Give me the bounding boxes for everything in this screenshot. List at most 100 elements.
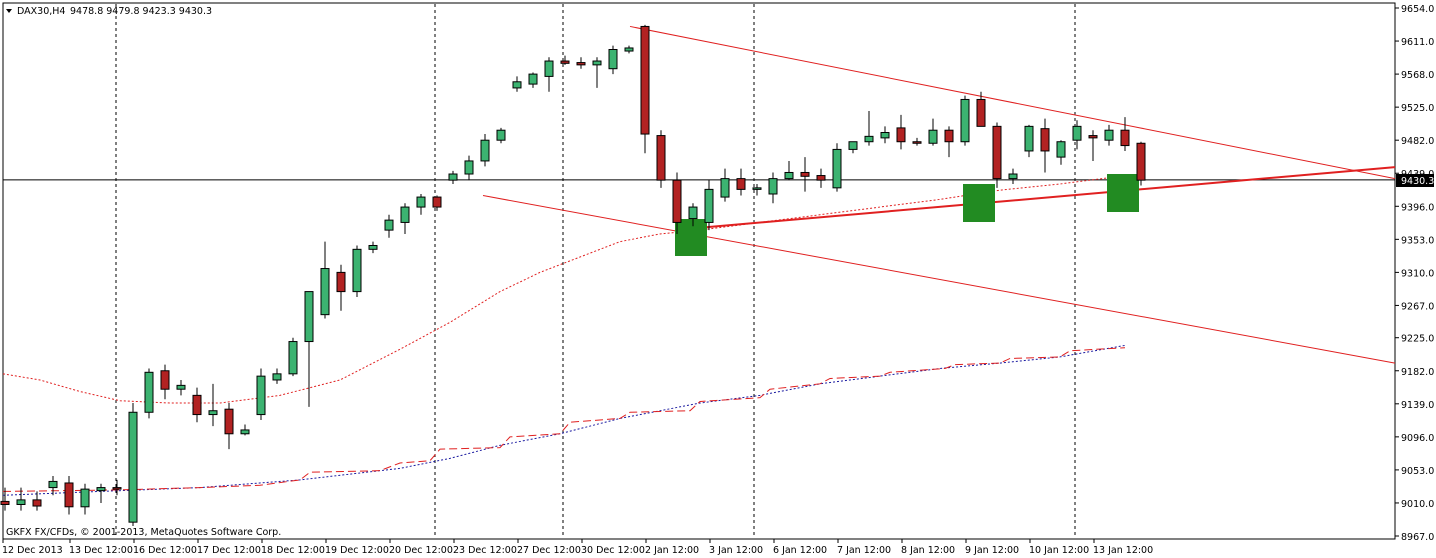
x-tick-label: 13 Dec 12:00 (69, 545, 133, 556)
candle-body (688, 206, 698, 220)
y-tick-label: 9053.0 (1401, 466, 1434, 477)
candle-body (1008, 173, 1018, 180)
candle (416, 193, 426, 215)
candle (624, 45, 634, 54)
copyright-text: GKFX FX/CFDs, © 2001-2013, MetaQuotes So… (6, 527, 281, 538)
candle-body (112, 487, 122, 490)
x-tick-label: 3 Jan 12:00 (709, 545, 763, 556)
x-tick-label: 30 Dec 12:00 (581, 545, 645, 556)
candle-body (912, 141, 922, 144)
candle (864, 110, 874, 146)
candle (464, 155, 474, 181)
support-trendline (699, 166, 1396, 229)
highlight-box (675, 219, 707, 256)
y-tick-label: 8967.0 (1401, 532, 1434, 543)
candle-body (1120, 129, 1130, 147)
candle-body (640, 25, 650, 135)
candle (192, 387, 202, 423)
candle (368, 241, 378, 254)
candle (448, 170, 458, 184)
candle-body (560, 60, 570, 64)
candle (80, 483, 90, 515)
x-tick-label: 6 Jan 12:00 (773, 545, 827, 556)
y-tick-label: 9396.0 (1401, 202, 1434, 213)
candle-body (160, 370, 170, 390)
candle-body (944, 129, 954, 143)
candle-body (992, 125, 1002, 180)
candle-body (432, 196, 442, 208)
candle (848, 141, 858, 154)
y-tick-label: 9353.0 (1401, 235, 1434, 246)
candle (672, 172, 682, 234)
x-axis: 12 Dec 2013 13 Dec 12:00 16 Dec 12:00 17 De… (2, 539, 1153, 556)
candle (944, 126, 954, 158)
candle-body (352, 248, 362, 293)
candle (0, 487, 10, 511)
candle-body (496, 129, 506, 141)
candle (16, 487, 26, 511)
candle (528, 72, 538, 88)
candle-body (320, 268, 330, 316)
symbol-label: DAX30,H4 (17, 6, 65, 17)
y-tick-label: 9310.0 (1401, 268, 1434, 279)
candle (1008, 168, 1018, 184)
candle (352, 245, 362, 297)
candle (720, 168, 730, 202)
y-tick-label: 9182.0 (1401, 367, 1434, 378)
y-tick-label: 9482.0 (1401, 136, 1434, 147)
y-tick-label: 9525.0 (1401, 103, 1434, 114)
candle-body (880, 132, 890, 139)
candle-body (192, 394, 202, 416)
candle (832, 143, 842, 192)
candle (912, 137, 922, 146)
candle-body (272, 373, 282, 381)
candle (1040, 118, 1050, 173)
x-tick-label: 19 Dec 12:00 (325, 545, 389, 556)
highlight-box (1107, 174, 1139, 212)
plot-frame (2, 2, 1396, 540)
candle (784, 160, 794, 181)
candle (816, 168, 826, 188)
candle (288, 337, 298, 377)
candle-body (464, 160, 474, 175)
x-tick-label: 16 Dec 12:00 (133, 545, 197, 556)
trendlines (482, 25, 1396, 364)
candle-body (928, 129, 938, 144)
x-tick-label: 27 Dec 12:00 (517, 545, 581, 556)
current-price-label: 9430.3 (1401, 176, 1434, 187)
candle (880, 126, 890, 144)
y-tick-label: 9010.0 (1401, 499, 1434, 510)
candle (960, 95, 970, 146)
current-price-marker: 9430.3 (1396, 174, 1434, 187)
candle-body (32, 499, 42, 507)
candle-body (512, 81, 522, 89)
candle (272, 368, 282, 384)
candle (208, 383, 218, 427)
x-tick-label: 9 Jan 12:00 (965, 545, 1019, 556)
candle (480, 134, 490, 167)
candle-body (336, 271, 346, 293)
candle (96, 483, 106, 503)
highlight-boxes (675, 174, 1139, 256)
candle (240, 424, 250, 436)
ma-blue-line (2, 344, 1126, 496)
vertical-gridlines (115, 4, 1076, 538)
candle-body (64, 482, 74, 508)
candle (432, 195, 442, 211)
candle-body (1056, 141, 1066, 158)
candle (304, 291, 314, 407)
candle-body (864, 135, 874, 143)
candle-body (976, 98, 986, 127)
candle-body (480, 139, 490, 162)
candle (112, 479, 122, 496)
candle-body (128, 411, 138, 523)
highlight-box (963, 184, 995, 222)
candle-body (784, 171, 794, 180)
candle (160, 364, 170, 400)
candle (176, 379, 186, 396)
candle-body (368, 244, 378, 250)
candle (768, 172, 778, 204)
candle (48, 476, 58, 496)
candle-body (0, 500, 10, 505)
